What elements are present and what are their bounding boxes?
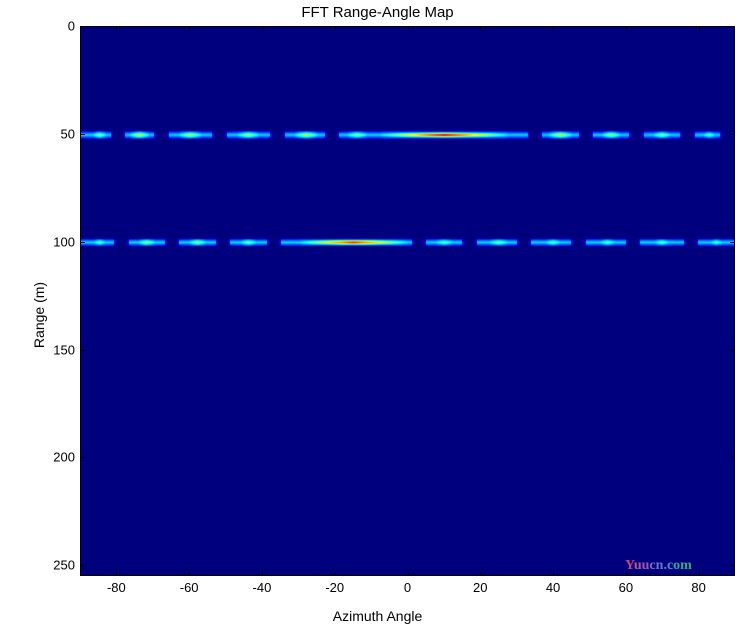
x-tick-mark [699,26,700,31]
plot-title: FFT Range-Angle Map [0,4,755,21]
x-tick-mark [116,571,117,576]
y-tick-mark [80,242,85,243]
y-tick-mark [730,26,735,27]
x-tick-mark [189,26,190,31]
x-tick-mark [335,571,336,576]
figure: FFT Range-Angle Map Range (m) Azimuth An… [0,0,755,630]
y-tick-mark [80,457,85,458]
y-tick-label: 0 [35,19,75,34]
x-tick-label: -40 [242,580,282,595]
y-tick-mark [80,350,85,351]
y-tick-mark [730,134,735,135]
x-tick-mark [189,571,190,576]
x-tick-mark [480,571,481,576]
y-tick-label: 150 [35,342,75,357]
x-tick-label: -60 [169,580,209,595]
y-tick-label: 50 [35,126,75,141]
x-tick-mark [480,26,481,31]
x-tick-mark [553,26,554,31]
x-tick-label: 60 [606,580,646,595]
y-tick-label: 100 [35,234,75,249]
y-tick-mark [730,350,735,351]
x-tick-label: 20 [460,580,500,595]
y-tick-label: 200 [35,450,75,465]
x-tick-label: 0 [388,580,428,595]
x-axis-label: Azimuth Angle [0,608,755,624]
x-tick-mark [262,571,263,576]
y-tick-mark [80,565,85,566]
heatmap-canvas [81,27,734,575]
y-tick-mark [80,26,85,27]
x-tick-label: -20 [315,580,355,595]
x-tick-label: 80 [679,580,719,595]
x-tick-label: 40 [533,580,573,595]
y-tick-mark [730,457,735,458]
x-tick-mark [335,26,336,31]
x-tick-mark [116,26,117,31]
x-tick-mark [408,571,409,576]
plot-area [80,26,735,576]
y-tick-mark [80,134,85,135]
x-tick-mark [553,571,554,576]
y-tick-mark [730,242,735,243]
x-tick-mark [262,26,263,31]
x-tick-mark [626,571,627,576]
y-tick-mark [730,565,735,566]
y-tick-label: 250 [35,558,75,573]
x-tick-label: -80 [96,580,136,595]
x-tick-mark [626,26,627,31]
x-tick-mark [408,26,409,31]
x-tick-mark [699,571,700,576]
y-axis-label: Range (m) [31,282,47,348]
